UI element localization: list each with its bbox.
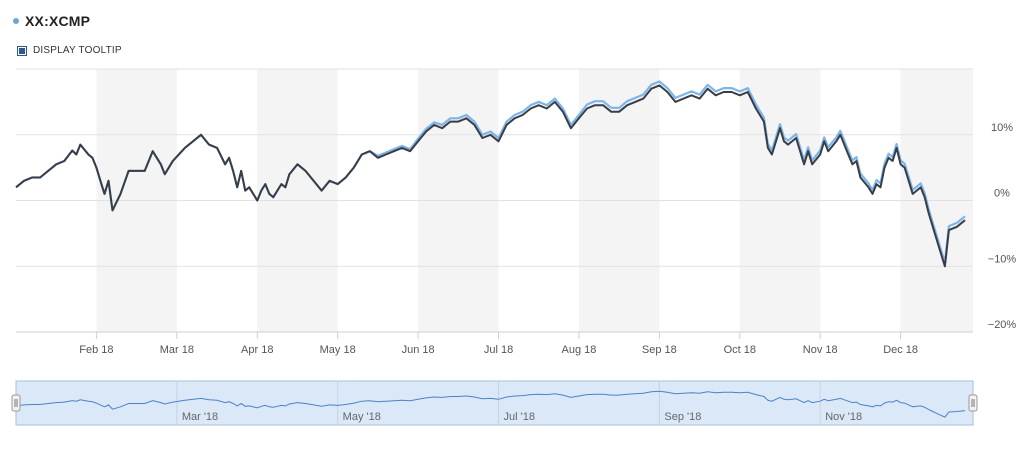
navigator-left-handle[interactable]: [11, 394, 21, 412]
range-navigator[interactable]: Mar '18 May '18 Jul '18 Sep '18 Nov '18: [11, 380, 978, 426]
chart-title-row: XX:XCMP: [13, 13, 90, 29]
series-dot-icon: [13, 18, 19, 24]
checkbox-checked-mark: [19, 47, 25, 54]
navigator-label: Mar '18: [182, 411, 218, 423]
series-lines: [15, 80, 966, 268]
chart-title: XX:XCMP: [25, 13, 91, 29]
x-tick-label: Feb 18: [79, 344, 113, 356]
display-tooltip-toggle[interactable]: DISPLAY TOOLTIP: [17, 45, 122, 56]
y-tick-label: 10%: [991, 122, 1013, 134]
navigator-label: Sep '18: [664, 411, 701, 423]
navigator-line: [15, 390, 966, 418]
x-tick-label: Jul 18: [484, 344, 513, 356]
y-tick-label: −10%: [988, 253, 1017, 265]
y-axis-labels: 10% 0% −10% −20%: [988, 122, 1017, 331]
x-tick-label: Apr 18: [241, 344, 273, 356]
x-tick-label: Nov 18: [803, 344, 838, 356]
y-tick-label: 0%: [994, 188, 1010, 200]
x-tick-label: Sep 18: [642, 344, 677, 356]
display-tooltip-label: DISPLAY TOOLTIP: [33, 45, 122, 56]
checkbox-icon[interactable]: [17, 45, 27, 56]
y-tick-label: −20%: [988, 319, 1017, 331]
navigator-label: May '18: [343, 411, 381, 423]
x-tick-label: Aug 18: [562, 344, 597, 356]
series-line-1: [15, 84, 966, 268]
navigator-label: Nov '18: [825, 411, 862, 423]
navigator-right-handle[interactable]: [968, 394, 978, 412]
x-tick-label: Jun 18: [402, 344, 435, 356]
x-tick-label: Mar 18: [160, 344, 194, 356]
x-tick-label: Dec 18: [883, 344, 918, 356]
x-tick-label: Oct 18: [724, 344, 756, 356]
navigator-label: Jul '18: [504, 411, 535, 423]
x-tick-label: May 18: [320, 344, 356, 356]
x-axis-labels: Feb 18 Mar 18 Apr 18 May 18 Jun 18 Jul 18 Aug …: [79, 344, 918, 356]
